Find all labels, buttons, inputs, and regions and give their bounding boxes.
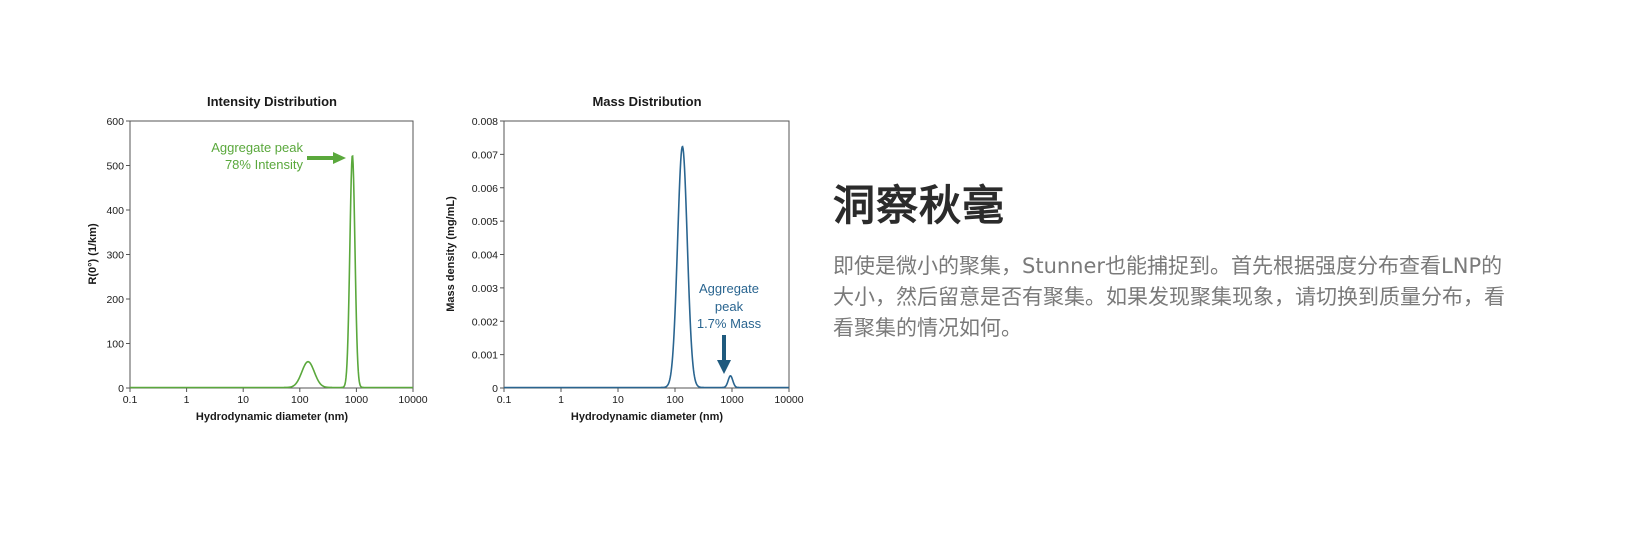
x-tick-label: 100 [666,394,684,406]
y-tick-label: 0.001 [472,350,498,362]
text-panel: 洞察秋毫 即使是微小的聚集，Stunner也能捕捉到。首先根据强度分布查看LNP… [833,172,1513,344]
annotation-line-1: Aggregate [699,281,759,296]
y-tick-label: 200 [106,294,124,306]
arrow-head-icon [333,152,346,164]
y-axis-ticks: 0 0.001 0.002 0.003 0.004 0.005 0.006 0.007 0.00… [472,116,504,395]
y-tick-label: 0.003 [472,283,498,295]
y-tick-label: 0.005 [472,216,498,228]
y-axis-ticks: 0 100 200 300 400 500 600 [106,116,130,395]
chart-title: Intensity Distribution [207,94,337,109]
x-tick-label: 0.1 [497,394,512,406]
x-tick-label: 10000 [774,394,803,406]
x-axis-label: Hydrodynamic diameter (nm) [571,411,724,423]
series-line [504,145,789,389]
aggregate-annotation: Aggregate peak 1.7% Mass [697,281,762,374]
x-tick-label: 1 [558,394,564,406]
x-tick-label: 10 [612,394,624,406]
x-axis-ticks: 0.1 1 10 100 1000 10000 [497,388,804,406]
x-tick-label: 10000 [398,394,427,406]
y-tick-label: 500 [106,161,124,173]
y-axis-label: Mass density (mg/mL) [445,196,457,312]
x-tick-label: 1000 [345,394,369,406]
aggregate-annotation: Aggregate peak 78% Intensity [211,140,346,172]
x-axis-label: Hydrodynamic diameter (nm) [196,411,349,423]
y-tick-label: 0.007 [472,149,498,161]
series-line [130,154,413,389]
intensity-chart: Intensity Distribution 0 100 200 300 400 500 6… [87,94,428,423]
y-axis-label: R(0°) (1/km) [87,223,99,285]
y-tick-label: 400 [106,205,124,217]
y-tick-label: 0 [118,383,124,395]
annotation-line-2: peak [715,299,744,314]
y-tick-label: 0.008 [472,116,498,128]
x-tick-label: 0.1 [123,394,138,406]
x-tick-label: 10 [237,394,249,406]
y-tick-label: 300 [106,250,124,262]
plot-frame [503,120,790,389]
mass-chart: Mass Distribution 00.0010.0020.0030.0040… [445,94,804,423]
y-tick-label: 600 [106,116,124,128]
x-tick-label: 100 [291,394,309,406]
annotation-line-2: 78% Intensity [225,157,304,172]
y-tick-label: 100 [106,339,124,351]
headline: 洞察秋毫 [833,181,1006,230]
y-tick-label: 0 [492,383,498,395]
y-tick-label: 0.002 [472,316,498,328]
y-tick-label: 0.004 [472,250,498,262]
y-tick-label: 0.006 [472,183,498,195]
x-tick-label: 1000 [720,394,744,406]
arrow-head-icon [717,360,731,374]
x-tick-label: 1 [184,394,190,406]
body-text: 即使是微小的聚集，Stunner也能捕捉到。首先根据强度分布查看LNP的大小，然… [833,254,1505,340]
x-axis-ticks: 0.1 1 10 100 1000 10000 [123,388,428,406]
annotation-line-3: 1.7% Mass [697,316,762,331]
annotation-line-1: Aggregate peak [211,140,303,155]
chart-title: Mass Distribution [592,94,701,109]
